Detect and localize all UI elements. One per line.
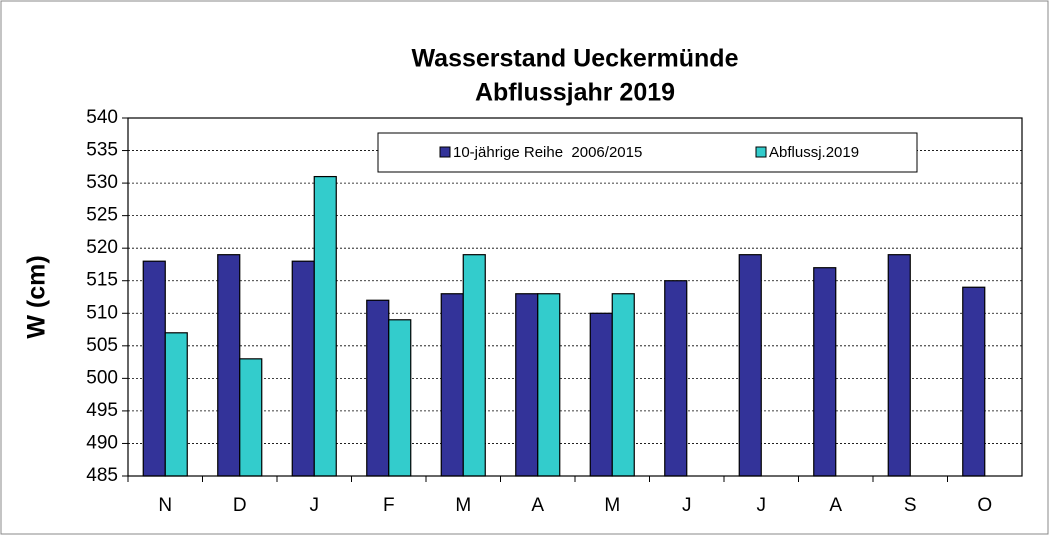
y-tick-label: 485 — [86, 465, 118, 486]
x-tick-label: M — [604, 495, 620, 516]
bar — [962, 286, 986, 477]
bar — [537, 293, 561, 477]
y-tick-label: 510 — [86, 302, 118, 323]
bar — [366, 299, 390, 477]
bar — [239, 358, 263, 477]
bar — [813, 267, 837, 477]
bar — [217, 254, 241, 477]
x-tick-label: A — [829, 495, 842, 516]
y-tick-label: 500 — [86, 367, 118, 388]
bar — [611, 293, 635, 477]
bar — [313, 175, 337, 477]
legend-label: Abflussj.2019 — [769, 144, 859, 161]
y-tick-label: 535 — [86, 140, 118, 161]
y-tick-label: 540 — [86, 107, 118, 128]
chart-subtitle: Abflussjahr 2019 — [475, 79, 675, 107]
x-tick-label: M — [455, 495, 471, 516]
legend-box — [377, 132, 918, 173]
bar — [440, 293, 464, 477]
plot-frame — [127, 117, 1023, 477]
bar — [164, 332, 188, 477]
bar — [589, 312, 613, 477]
x-tick-label: F — [383, 495, 395, 516]
chart-title: Wasserstand Ueckermünde — [412, 45, 739, 73]
bar — [462, 254, 486, 477]
bar — [515, 293, 539, 477]
legend-swatch — [755, 146, 767, 158]
x-tick-label: J — [757, 495, 767, 516]
bar — [142, 260, 166, 477]
x-tick-label: S — [904, 495, 917, 516]
x-tick-label: J — [310, 495, 320, 516]
y-tick-label: 520 — [86, 237, 118, 258]
x-tick-label: O — [977, 495, 992, 516]
y-axis-label: W (cm) — [23, 255, 51, 338]
x-tick-label: A — [531, 495, 544, 516]
bar — [291, 260, 315, 477]
legend-swatch — [439, 146, 451, 158]
bar — [738, 254, 762, 477]
x-tick-label: D — [233, 495, 247, 516]
y-tick-label: 525 — [86, 205, 118, 226]
bar — [664, 280, 688, 477]
y-tick-label: 530 — [86, 172, 118, 193]
y-tick-label: 505 — [86, 335, 118, 356]
bar — [887, 254, 911, 477]
y-tick-label: 495 — [86, 400, 118, 421]
x-tick-label: J — [682, 495, 692, 516]
bar — [388, 319, 412, 477]
y-tick-label: 490 — [86, 432, 118, 453]
x-tick-label: N — [158, 495, 172, 516]
y-tick-label: 515 — [86, 270, 118, 291]
legend-label: 10-jährige Reihe 2006/2015 — [453, 144, 642, 161]
